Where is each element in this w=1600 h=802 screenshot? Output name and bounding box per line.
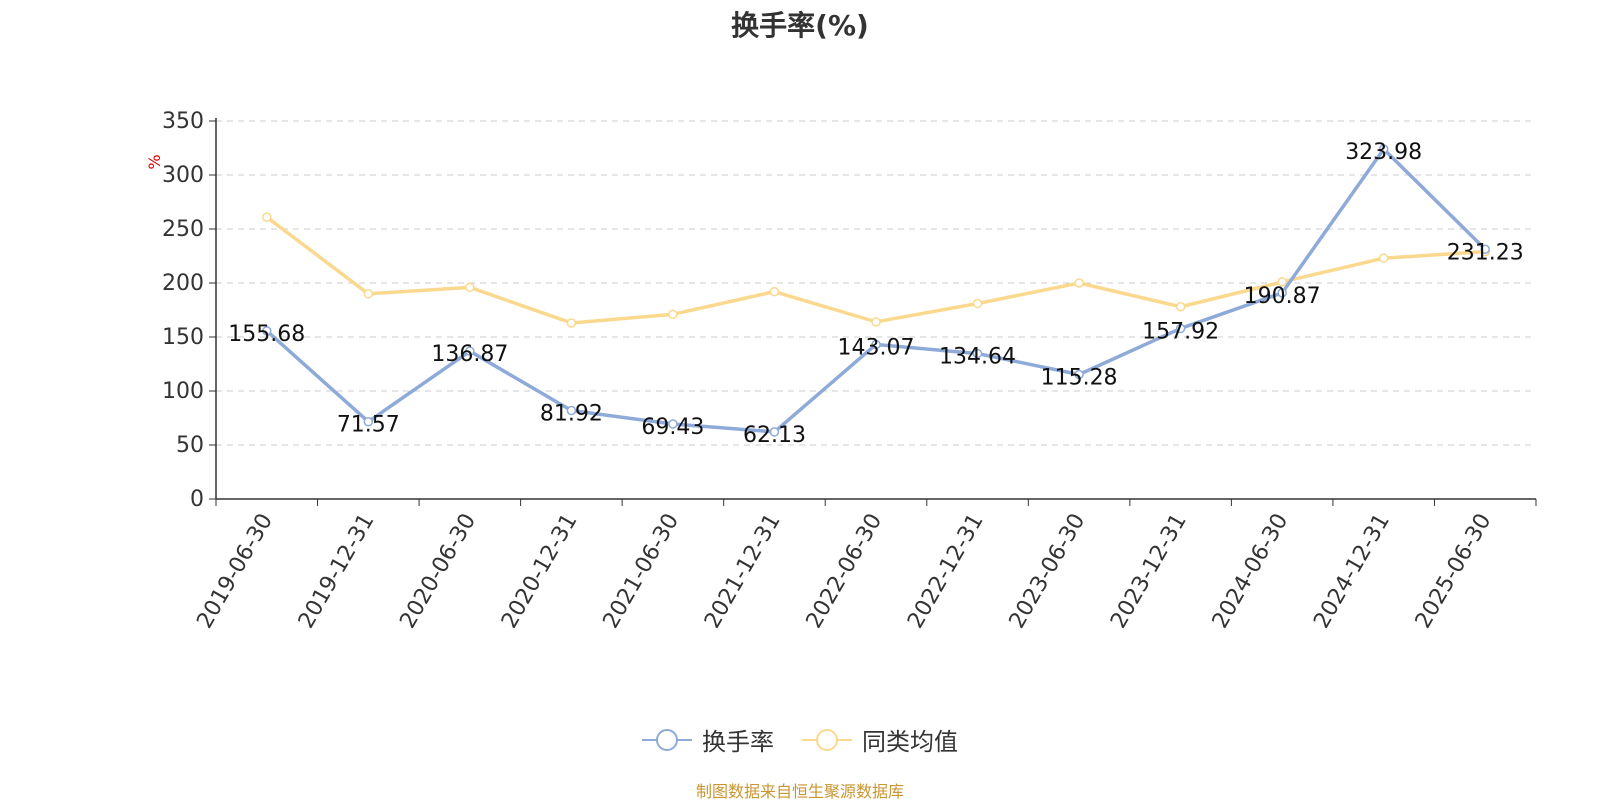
data-label: 134.64 (939, 345, 1016, 370)
series-point-1[interactable] (769, 427, 780, 437)
series-point-2[interactable] (1277, 277, 1287, 287)
y-tick-label: 100 (162, 379, 204, 404)
series-point-2[interactable] (465, 282, 475, 293)
data-label: 157.92 (1142, 319, 1219, 344)
data-label: 69.43 (641, 415, 704, 440)
x-tick-label: 2024-06-30 (1208, 510, 1294, 633)
data-label: 71.57 (337, 413, 400, 438)
data-label: 62.13 (743, 423, 806, 448)
legend-label: 换手率 (702, 728, 774, 756)
chart-title: 换手率(%) (731, 9, 869, 42)
series-point-1[interactable] (871, 339, 881, 350)
x-tick-label: 2019-06-30 (192, 510, 278, 633)
x-tick-label: 2024-12-31 (1309, 510, 1395, 633)
data-label: 115.28 (1041, 365, 1118, 390)
data-label: 143.07 (838, 335, 915, 360)
y-tick-label: 50 (176, 433, 204, 458)
y-tick-label: 0 (190, 487, 204, 512)
data-label: 136.87 (431, 342, 508, 367)
series-point-1[interactable] (972, 348, 983, 359)
series-point-1[interactable] (1175, 323, 1186, 334)
grid-lines (216, 120, 1536, 446)
x-tick-label: 2023-12-31 (1106, 510, 1192, 633)
series-point-2[interactable] (363, 289, 374, 299)
series-point-1[interactable] (668, 419, 678, 429)
series-point-1[interactable] (363, 416, 374, 427)
series-point-2[interactable] (1378, 253, 1389, 263)
series-point-2[interactable] (262, 212, 272, 222)
data-label: 190.87 (1244, 284, 1321, 309)
series-point-2[interactable] (972, 298, 983, 309)
legend-line-circle-icon (802, 728, 852, 751)
y-axis-ticks: 0 50 100 150 200 250 300 350 (162, 109, 216, 512)
data-label: 155.68 (228, 322, 305, 347)
data-label: 81.92 (540, 402, 603, 427)
series-point-1[interactable] (1074, 369, 1084, 380)
series-point-2[interactable] (1074, 278, 1084, 288)
y-axis-label: % (145, 154, 164, 169)
series-point-1[interactable] (1378, 144, 1389, 154)
series-layer (262, 144, 1490, 437)
axes: % (145, 118, 1536, 500)
x-tick-label: 2020-12-31 (497, 510, 583, 633)
x-tick-label: 2019-12-31 (294, 510, 380, 633)
series-point-1[interactable] (262, 326, 272, 336)
x-axis-ticks: 2019-06-30 2019-12-31 2020-06-30 2020-12-31… (192, 499, 1537, 633)
y-tick-label: 200 (162, 271, 204, 296)
legend: 换手率 同类均值 (0, 722, 1600, 757)
data-source-note: 制图数据来自恒生聚源数据库 (695, 782, 904, 801)
x-tick-label: 2020-06-30 (395, 510, 481, 633)
series-point-2[interactable] (1175, 302, 1186, 312)
x-tick-label: 2025-06-30 (1411, 510, 1497, 633)
series-point-2[interactable] (871, 317, 881, 327)
series-point-2[interactable] (668, 309, 678, 320)
data-label: 231.23 (1447, 240, 1524, 265)
series-point-2[interactable] (769, 286, 780, 297)
y-tick-label: 150 (162, 325, 204, 350)
series-point-1[interactable] (1277, 288, 1287, 298)
legend-item-series-2[interactable]: 同类均值 (802, 722, 958, 757)
series-point-2[interactable] (566, 318, 577, 328)
series-point-1[interactable] (1480, 244, 1490, 255)
data-labels: 155.68 71.57 136.87 81.92 69.43 62.13 143.07 13… (228, 140, 1523, 448)
legend-line-circle-icon (642, 728, 692, 751)
x-tick-label: 2022-06-30 (802, 510, 888, 633)
x-tick-label: 2021-12-31 (700, 510, 786, 633)
legend-label: 同类均值 (862, 728, 958, 756)
data-label: 323.98 (1345, 140, 1422, 165)
x-tick-label: 2022-12-31 (903, 510, 989, 633)
y-tick-label: 350 (162, 109, 204, 134)
series-point-1[interactable] (465, 346, 475, 356)
y-tick-label: 300 (162, 163, 204, 188)
series-point-1[interactable] (566, 405, 577, 416)
y-tick-label: 250 (162, 217, 204, 242)
legend-item-series-1[interactable]: 换手率 (642, 722, 774, 757)
x-tick-label: 2023-06-30 (1005, 510, 1091, 633)
x-tick-label: 2021-06-30 (599, 510, 685, 633)
